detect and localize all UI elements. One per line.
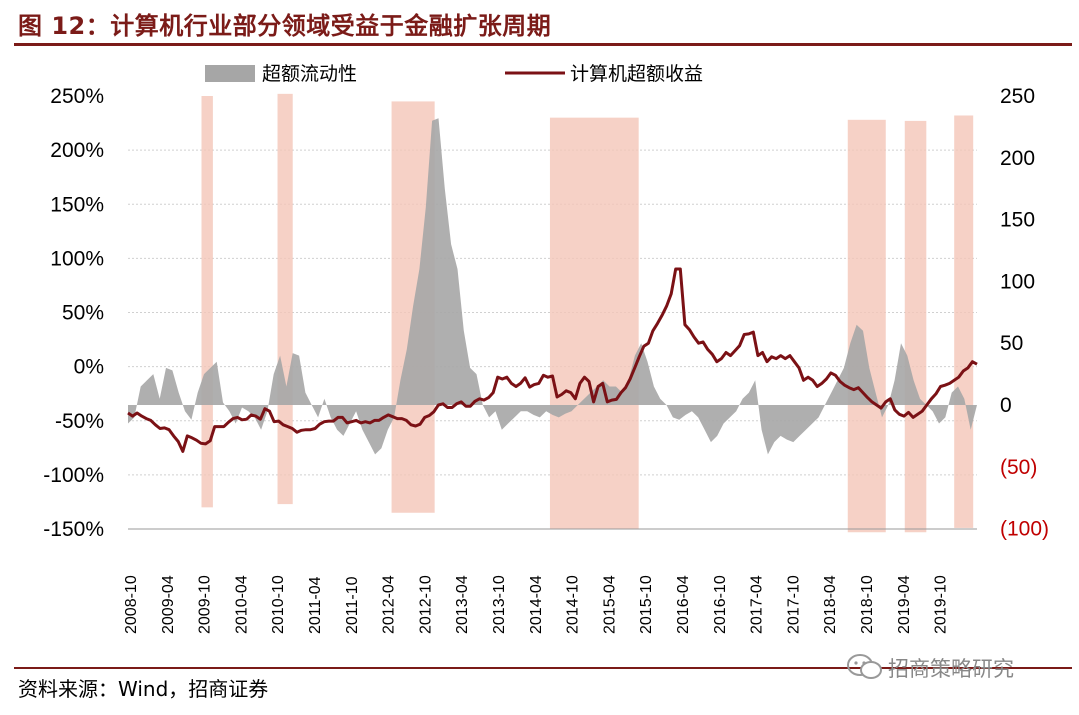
- x-tick-label: 2019-04: [896, 575, 913, 634]
- x-tick-label: 2012-10: [417, 575, 434, 634]
- x-tick-label: 2016-10: [712, 575, 729, 634]
- line-series-path: [127, 267, 978, 453]
- y-left-tick-label: 100%: [50, 247, 104, 270]
- x-tick-label: 2010-04: [233, 575, 250, 634]
- wechat-icon: [847, 654, 882, 679]
- y-right-tick-label: 250: [1000, 85, 1035, 108]
- shaded-period: [201, 96, 213, 508]
- y-left-tick-label: 200%: [50, 139, 104, 162]
- x-tick-label: 2018-10: [859, 575, 876, 634]
- shaded-periods: [201, 93, 974, 533]
- y-right-tick-label: (100): [1000, 518, 1049, 541]
- shaded-period: [954, 115, 974, 528]
- title-rule: [14, 43, 1072, 46]
- x-tick-label: 2018-04: [822, 575, 839, 634]
- shaded-period: [277, 93, 293, 505]
- footer-rule: [14, 667, 1072, 669]
- x-tick-label: 2011-04: [307, 576, 324, 634]
- y-left-tick-label: -150%: [43, 518, 104, 541]
- x-tick-label: 2015-10: [638, 575, 655, 634]
- x-tick-label: 2015-04: [601, 575, 618, 634]
- shaded-period: [549, 117, 639, 530]
- y-right-tick-label: (50): [1000, 456, 1037, 479]
- x-tick-label: 2016-04: [675, 575, 692, 634]
- line-series: [127, 267, 978, 453]
- x-tick-label: 2012-04: [381, 575, 398, 634]
- y-left-tick-label: 150%: [50, 193, 104, 216]
- y-axis-left: 250% 200% 150% 100% 50% 0% -50% -100% -150%: [43, 85, 104, 541]
- x-tick-label: 2017-10: [785, 575, 802, 634]
- chart-svg: 250%200%150%100%50%0%-50%-100%-150% 2502…: [43, 63, 1049, 634]
- shaded-period: [904, 120, 927, 533]
- y-left-tick-label: -50%: [55, 410, 104, 433]
- y-right-tick-label: 0: [1000, 394, 1012, 417]
- y-right-tick-label: 200: [1000, 147, 1035, 170]
- legend-line-label: 计算机超额收益: [570, 63, 703, 85]
- x-tick-label: 2011-10: [344, 576, 361, 634]
- source-note: 资料来源：Wind，招商证券: [18, 677, 269, 701]
- y-right-tick-label: 100: [1000, 270, 1035, 293]
- x-tick-label: 2014-04: [528, 575, 545, 634]
- y-axis-right: 250 200 150 100 50 0 (50) (100): [1000, 85, 1049, 541]
- legend-area-swatch: [205, 65, 255, 82]
- y-left-tick-label: -100%: [43, 464, 104, 487]
- y-left-tick-label: 50%: [62, 302, 104, 325]
- y-right-tick-label: 50: [1000, 332, 1023, 355]
- x-tick-label: 2013-04: [454, 575, 471, 634]
- watermark-label: 招商策略研究: [888, 657, 1014, 681]
- x-tick-label: 2008-10: [123, 575, 140, 634]
- x-tick-label: 2014-10: [565, 575, 582, 634]
- x-tick-label: 2010-10: [270, 575, 287, 634]
- x-tick-label: 2017-04: [749, 575, 766, 634]
- x-tick-label: 2019-10: [933, 575, 950, 634]
- x-tick-label: 2009-04: [160, 575, 177, 634]
- x-tick-label: 2009-10: [197, 575, 214, 634]
- chart-title: 图 12：计算机行业部分领域受益于金融扩张周期: [18, 12, 552, 40]
- x-tick-label: 2013-10: [491, 575, 508, 634]
- legend: 超额流动性 计算机超额收益: [205, 63, 703, 85]
- y-left-tick-label: 0%: [74, 356, 104, 379]
- y-right-tick-label: 150: [1000, 209, 1035, 232]
- x-axis: 2008-10 2009-04 2009-10 2010-04 2010-10 2011-…: [123, 528, 977, 634]
- y-left-tick-label: 250%: [50, 85, 104, 108]
- shaded-period: [847, 119, 886, 533]
- legend-area-label: 超额流动性: [262, 63, 357, 85]
